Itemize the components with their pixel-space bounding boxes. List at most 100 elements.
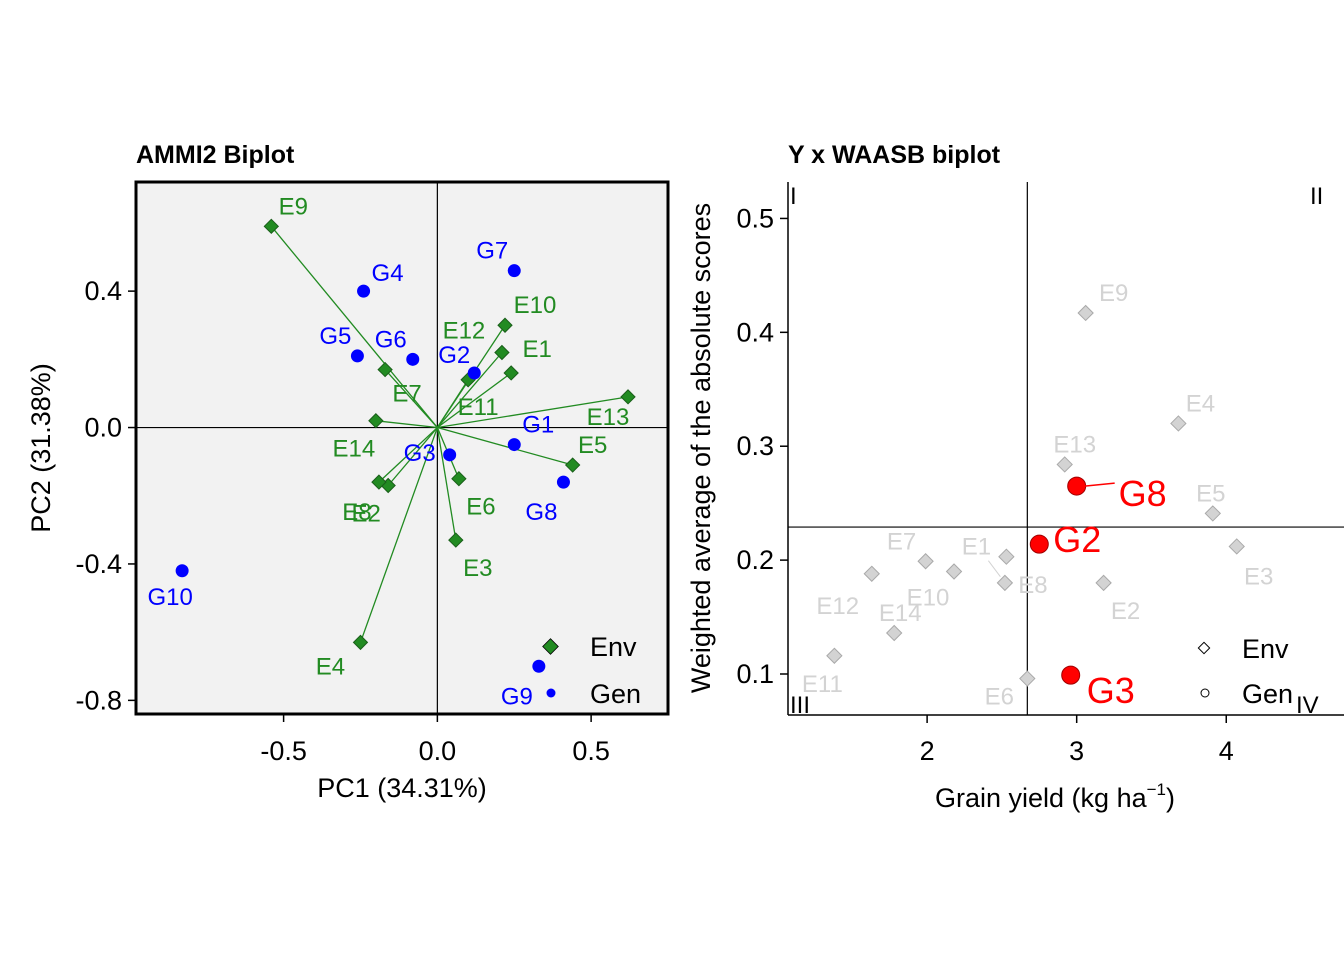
env-label-waasb-E10: E10 xyxy=(907,585,950,612)
gen-label-G9: G9 xyxy=(501,683,533,710)
env-label-E14: E14 xyxy=(333,436,376,463)
env-vector-E9 xyxy=(270,225,438,428)
gen-label-G6: G6 xyxy=(375,326,407,353)
env-vector-E14 xyxy=(375,420,438,429)
ammi2-plot-area xyxy=(134,180,670,716)
gen-point-waasb-G3 xyxy=(1061,665,1081,685)
gen-label-G10: G10 xyxy=(147,584,192,611)
waasb-xtick-label: 2 xyxy=(920,736,935,766)
waasb-title: Y x WAASB biplot xyxy=(788,141,1001,169)
waasb-xtick-label: 3 xyxy=(1069,736,1084,766)
ammi2-legend: Env Gen xyxy=(542,632,641,709)
ammi2-env-vectors xyxy=(270,225,629,643)
waasb-point-labels: E1 E2 E3 E4 E5 E6 E7 E8 E9 E10 E11 E12 E13 E14 G2 G3 G8 xyxy=(802,280,1274,711)
waasb-legend-env-symbol xyxy=(1197,641,1211,655)
waasb-biplot: Y x WAASB biplot E1E2E3E4E5E6E7E8E9E10E1… xyxy=(686,141,1344,813)
env-label-waasb-E6: E6 xyxy=(985,684,1014,711)
ammi2-ytick-label: -0.8 xyxy=(75,685,122,715)
env-label-E7: E7 xyxy=(392,381,421,408)
waasb-ytick-label: 0.2 xyxy=(736,545,774,575)
env-point-E9 xyxy=(263,218,280,235)
env-point-waasb-E6 xyxy=(1019,670,1036,687)
env-vector-E1 xyxy=(436,372,512,429)
gen-label-waasb-G3: G3 xyxy=(1087,670,1135,711)
env-label-waasb-E2: E2 xyxy=(1111,598,1140,625)
gen-label-G7: G7 xyxy=(476,238,508,265)
gen-point-G1 xyxy=(507,438,521,452)
gen-label-connector-waasb-G8 xyxy=(1084,482,1115,487)
env-vector-E5 xyxy=(437,426,573,466)
env-point-E7 xyxy=(377,361,393,378)
gen-label-waasb-G2: G2 xyxy=(1053,519,1101,560)
ammi2-title: AMMI2 Biplot xyxy=(136,141,295,169)
env-point-waasb-E7 xyxy=(917,553,934,570)
ammi2-y-axis-label: PC2 (31.38%) xyxy=(26,363,56,533)
waasb-quadrant-IV: IV xyxy=(1296,692,1319,719)
env-label-waasb-E7: E7 xyxy=(887,528,916,555)
env-label-E8: E8 xyxy=(342,499,371,526)
env-point-waasb-E14 xyxy=(885,624,903,642)
env-point-E5 xyxy=(564,457,581,473)
env-vector-E2 xyxy=(387,427,438,486)
env-point-waasb-E2 xyxy=(1095,574,1112,592)
env-vector-E12 xyxy=(436,352,503,428)
gen-point-G7 xyxy=(507,264,521,278)
env-point-waasb-E4 xyxy=(1170,415,1187,432)
ammi2-reference-lines xyxy=(136,182,668,714)
waasb-points xyxy=(826,304,1245,687)
gen-point-G4 xyxy=(357,284,371,298)
env-label-waasb-E8: E8 xyxy=(1018,572,1047,599)
waasb-legend-gen-symbol xyxy=(1200,688,1210,698)
env-label-E4: E4 xyxy=(316,653,345,680)
gen-label-G2: G2 xyxy=(438,342,470,369)
waasb-reference-lines xyxy=(788,182,1344,715)
gen-label-waasb-G8: G8 xyxy=(1119,473,1167,514)
gen-point-G2 xyxy=(467,366,481,380)
ammi2-ytick-label: -0.4 xyxy=(75,549,122,579)
ammi2-legend-env: Env xyxy=(590,632,637,662)
waasb-xtick-label: 4 xyxy=(1219,736,1234,766)
env-point-waasb-E3 xyxy=(1228,538,1245,555)
ammi2-ytick-label: 0.4 xyxy=(84,276,122,306)
env-point-E1 xyxy=(503,365,519,381)
env-label-waasb-E12: E12 xyxy=(816,593,859,620)
env-point-waasb-E8 xyxy=(996,574,1014,592)
waasb-quadrant-III: III xyxy=(790,692,810,719)
waasb-legend: Env Gen xyxy=(1197,634,1293,709)
gen-point-waasb-G2 xyxy=(1029,534,1049,554)
env-label-E11: E11 xyxy=(458,394,499,421)
env-label-E3: E3 xyxy=(463,555,492,582)
env-label-E10: E10 xyxy=(514,292,557,319)
waasb-quadrant-II: II xyxy=(1310,183,1323,210)
gen-point-G6 xyxy=(406,352,420,366)
env-label-waasb-E11: E11 xyxy=(802,671,843,698)
env-point-waasb-E5 xyxy=(1204,505,1222,522)
env-vector-E11 xyxy=(436,379,469,428)
waasb-ytick-label: 0.1 xyxy=(736,659,774,689)
env-point-waasb-E1 xyxy=(998,548,1015,565)
ammi2-x-axis-label: PC1 (34.31%) xyxy=(317,773,487,803)
gen-label-G3: G3 xyxy=(404,440,436,467)
waasb-ytick-label: 0.4 xyxy=(736,317,774,347)
env-vector-E13 xyxy=(437,396,629,429)
env-point-E13 xyxy=(620,389,636,405)
waasb-ytick-label: 0.3 xyxy=(736,431,774,461)
ammi2-point-labels: E1 E2 E3 E4 E5 E6 E7 E8 E9 E10 E11 E12 E13 E14 G1 G2 G3 G… xyxy=(147,193,629,710)
env-label-waasb-E9: E9 xyxy=(1099,280,1128,307)
gen-point-waasb-G8 xyxy=(1067,476,1087,496)
env-label-waasb-E13: E13 xyxy=(1053,431,1096,458)
waasb-legend-env: Env xyxy=(1242,634,1289,664)
env-point-waasb-E10 xyxy=(945,563,963,580)
env-label-E9: E9 xyxy=(279,193,308,220)
ammi2-y-ticks: -0.8 -0.4 0.0 0.4 xyxy=(75,276,136,715)
env-label-E13: E13 xyxy=(587,404,630,431)
ammi2-legend-gen: Gen xyxy=(590,679,641,709)
env-vector-E8 xyxy=(378,427,438,483)
gen-label-G5: G5 xyxy=(319,323,351,350)
gen-point-G9 xyxy=(532,659,546,673)
ammi2-xtick-label: 0.5 xyxy=(572,736,610,766)
env-vector-E3 xyxy=(436,427,457,541)
env-label-E5: E5 xyxy=(578,432,607,459)
env-point-E6 xyxy=(451,470,467,487)
gen-point-G10 xyxy=(175,564,189,578)
